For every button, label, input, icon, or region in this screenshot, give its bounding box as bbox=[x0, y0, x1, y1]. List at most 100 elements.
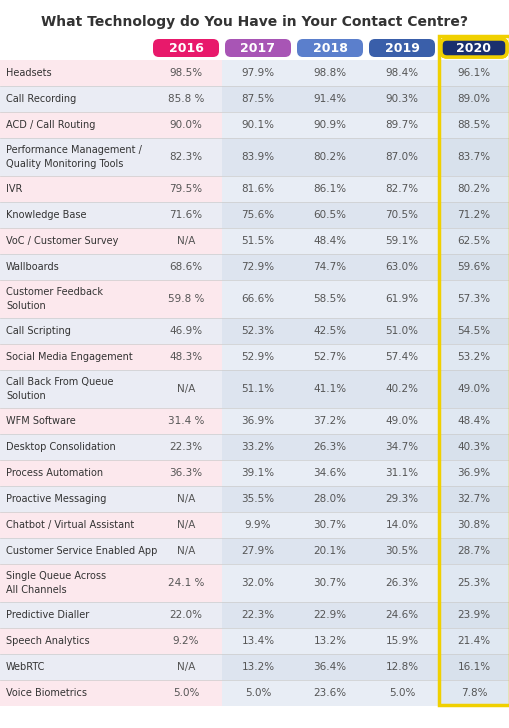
Text: 82.3%: 82.3% bbox=[169, 152, 202, 162]
Bar bbox=[221, 602, 437, 628]
Bar bbox=[437, 370, 509, 408]
Bar bbox=[437, 60, 509, 86]
Text: Customer Service Enabled App: Customer Service Enabled App bbox=[6, 546, 157, 556]
Text: N/A: N/A bbox=[177, 546, 195, 556]
Text: 36.9%: 36.9% bbox=[457, 468, 490, 478]
Text: 16.1%: 16.1% bbox=[457, 662, 490, 672]
Bar bbox=[0, 370, 221, 408]
Bar bbox=[0, 602, 221, 628]
Bar bbox=[221, 138, 437, 176]
Bar bbox=[437, 628, 509, 654]
Text: 30.7%: 30.7% bbox=[313, 578, 346, 588]
Text: 5.0%: 5.0% bbox=[244, 688, 271, 698]
Bar bbox=[0, 60, 221, 86]
Text: 34.6%: 34.6% bbox=[313, 468, 346, 478]
Bar bbox=[437, 318, 509, 344]
Bar bbox=[437, 176, 509, 202]
Bar bbox=[0, 654, 221, 680]
Text: 37.2%: 37.2% bbox=[313, 416, 346, 426]
Bar bbox=[437, 434, 509, 460]
Text: 62.5%: 62.5% bbox=[457, 236, 490, 246]
Text: 82.7%: 82.7% bbox=[385, 184, 418, 194]
Text: Process Automation: Process Automation bbox=[6, 468, 103, 478]
Text: 32.7%: 32.7% bbox=[457, 494, 490, 504]
Bar bbox=[0, 344, 221, 370]
Text: 13.4%: 13.4% bbox=[241, 636, 274, 646]
Bar bbox=[437, 680, 509, 706]
Text: 28.7%: 28.7% bbox=[457, 546, 490, 556]
Text: 83.9%: 83.9% bbox=[241, 152, 274, 162]
Text: 80.2%: 80.2% bbox=[313, 152, 346, 162]
Bar bbox=[221, 408, 437, 434]
Text: 39.1%: 39.1% bbox=[241, 468, 274, 478]
Bar bbox=[0, 86, 221, 112]
Bar bbox=[0, 460, 221, 486]
Text: 22.9%: 22.9% bbox=[313, 610, 346, 620]
Text: 2016: 2016 bbox=[168, 41, 203, 55]
Text: 97.9%: 97.9% bbox=[241, 68, 274, 78]
Text: 49.0%: 49.0% bbox=[457, 384, 490, 394]
Text: 26.3%: 26.3% bbox=[385, 578, 418, 588]
Bar bbox=[221, 202, 437, 228]
Text: 48.4%: 48.4% bbox=[457, 416, 490, 426]
Text: 49.0%: 49.0% bbox=[385, 416, 418, 426]
Text: 40.3%: 40.3% bbox=[457, 442, 490, 452]
Text: Chatbot / Virtual Assistant: Chatbot / Virtual Assistant bbox=[6, 520, 134, 530]
Text: Single Queue Across: Single Queue Across bbox=[6, 571, 106, 581]
Bar bbox=[0, 680, 221, 706]
Text: 87.0%: 87.0% bbox=[385, 152, 418, 162]
Text: 83.7%: 83.7% bbox=[457, 152, 490, 162]
Bar bbox=[437, 202, 509, 228]
Bar bbox=[221, 344, 437, 370]
Bar bbox=[221, 628, 437, 654]
Bar bbox=[0, 202, 221, 228]
Text: 68.6%: 68.6% bbox=[169, 262, 202, 272]
Text: 20.1%: 20.1% bbox=[313, 546, 346, 556]
Text: 52.7%: 52.7% bbox=[313, 352, 346, 362]
Bar bbox=[0, 254, 221, 280]
Text: 2018: 2018 bbox=[312, 41, 347, 55]
Text: 33.2%: 33.2% bbox=[241, 442, 274, 452]
Bar bbox=[221, 512, 437, 538]
Text: 40.2%: 40.2% bbox=[385, 384, 418, 394]
Text: 48.4%: 48.4% bbox=[313, 236, 346, 246]
Text: 91.4%: 91.4% bbox=[313, 94, 346, 104]
Bar bbox=[0, 564, 221, 602]
Text: 90.9%: 90.9% bbox=[313, 120, 346, 130]
Bar bbox=[437, 254, 509, 280]
Text: Quality Monitoring Tools: Quality Monitoring Tools bbox=[6, 159, 123, 169]
Text: 88.5%: 88.5% bbox=[457, 120, 490, 130]
Text: 51.5%: 51.5% bbox=[241, 236, 274, 246]
Text: Customer Feedback: Customer Feedback bbox=[6, 287, 103, 297]
Bar bbox=[221, 486, 437, 512]
Bar bbox=[0, 112, 221, 138]
Text: 63.0%: 63.0% bbox=[385, 262, 418, 272]
Text: 72.9%: 72.9% bbox=[241, 262, 274, 272]
Text: 87.5%: 87.5% bbox=[241, 94, 274, 104]
Bar bbox=[0, 318, 221, 344]
Text: 51.1%: 51.1% bbox=[241, 384, 274, 394]
Text: 89.0%: 89.0% bbox=[457, 94, 490, 104]
Bar bbox=[437, 86, 509, 112]
Bar bbox=[437, 654, 509, 680]
Text: 98.4%: 98.4% bbox=[385, 68, 418, 78]
Text: 30.8%: 30.8% bbox=[457, 520, 490, 530]
Text: Headsets: Headsets bbox=[6, 68, 51, 78]
Bar bbox=[221, 538, 437, 564]
Text: Proactive Messaging: Proactive Messaging bbox=[6, 494, 106, 504]
Text: 46.9%: 46.9% bbox=[169, 326, 202, 336]
Text: 71.6%: 71.6% bbox=[169, 210, 202, 220]
Text: 27.9%: 27.9% bbox=[241, 546, 274, 556]
Text: 22.3%: 22.3% bbox=[169, 442, 202, 452]
Text: 36.4%: 36.4% bbox=[313, 662, 346, 672]
Bar bbox=[437, 538, 509, 564]
Text: 24.6%: 24.6% bbox=[385, 610, 418, 620]
Text: Knowledge Base: Knowledge Base bbox=[6, 210, 87, 220]
Text: 90.1%: 90.1% bbox=[241, 120, 274, 130]
Bar bbox=[221, 434, 437, 460]
Text: 41.1%: 41.1% bbox=[313, 384, 346, 394]
FancyBboxPatch shape bbox=[224, 39, 291, 57]
FancyBboxPatch shape bbox=[296, 39, 362, 57]
Bar bbox=[221, 318, 437, 344]
Text: 24.1 %: 24.1 % bbox=[167, 578, 204, 588]
